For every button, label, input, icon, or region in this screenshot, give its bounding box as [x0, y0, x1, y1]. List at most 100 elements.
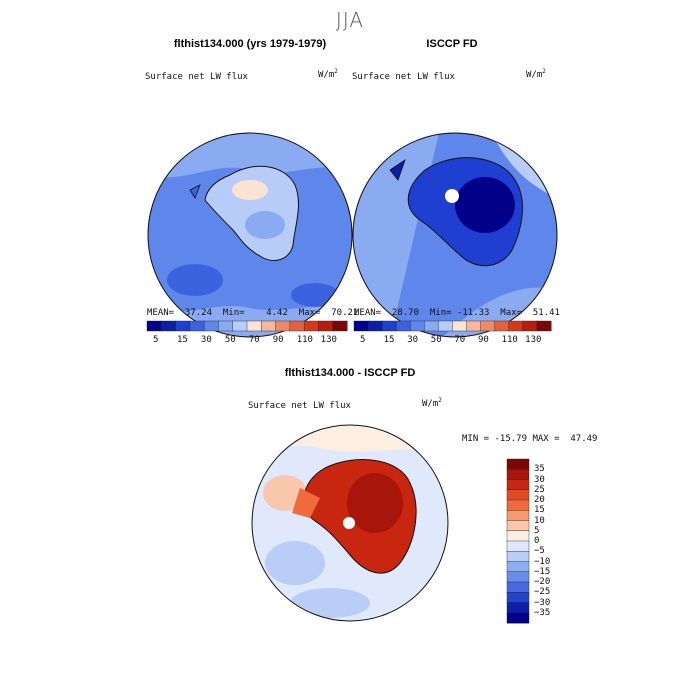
- diff-colorbar-tick-label: 25: [534, 484, 545, 495]
- diff-cool-patch-2: [290, 588, 370, 618]
- diff-colorbar: [506, 458, 530, 624]
- panel-1-colorbar-swatch: [161, 320, 177, 332]
- panel-2-colorbar-tick-label: 15: [383, 335, 395, 345]
- panel-1-colorbar-swatch: [232, 320, 248, 332]
- panel-1-variable-label: Surface net LW flux: [145, 72, 248, 82]
- panel-1-colorbar-tick-label: 90: [272, 335, 284, 345]
- diff-polar-map: [251, 424, 449, 622]
- diff-minmax: MIN = -15.79 MAX = 47.49: [462, 434, 598, 444]
- diff-colorbar-swatch: [506, 479, 530, 491]
- panel-2-colorbar-tick-label: 30: [407, 335, 419, 345]
- panel-1-colorbar-swatch: [261, 320, 277, 332]
- panel-1-colorbar-swatch: [303, 320, 319, 332]
- panel-1-interior: [245, 211, 285, 239]
- panel-1-colorbar-tick-label: 110: [296, 335, 313, 345]
- diff-colorbar-swatch: [506, 520, 530, 532]
- diff-colorbar-swatch: [506, 458, 530, 470]
- panel-2-colorbar-tick-label: 50: [430, 335, 442, 345]
- diff-peninsula-warm: [292, 488, 320, 518]
- diff-colorbar-swatch: [506, 489, 530, 501]
- diff-map-border: [251, 424, 449, 622]
- panel-1-colorbar-swatch: [332, 320, 348, 332]
- panel-2-colorbar-swatch: [522, 320, 538, 332]
- diff-colorbar-swatch: [506, 510, 530, 522]
- diff-colorbar-tick-label: 35: [534, 464, 545, 475]
- panel-1-stats: MEAN= 37.24 Min= 4.42 Max= 70.21: [147, 308, 359, 318]
- panel-1-warm-spot: [232, 180, 268, 200]
- diff-north-band: [252, 425, 448, 453]
- panel-2-colorbar-swatch: [438, 320, 454, 332]
- diff-colorbar-tick-label: −35: [534, 607, 551, 618]
- panel-1-low-patch-2: [291, 283, 339, 307]
- panel-1-colorbar-swatch: [289, 320, 305, 332]
- panel-1-colorbar-swatch: [246, 320, 262, 332]
- diff-variable-label: Surface net LW flux: [248, 401, 351, 411]
- panel-2-colorbar-swatch: [480, 320, 496, 332]
- diff-colorbar-swatch: [506, 499, 530, 511]
- panel-1-colorbar-swatch: [146, 320, 162, 332]
- panel-2-colorbar-swatch: [410, 320, 425, 332]
- diff-units: W/m2: [422, 397, 442, 409]
- diff-colorbar-swatch: [506, 561, 530, 573]
- panel-1-polar-map: [147, 132, 353, 338]
- diff-colorbar-tick-label: −25: [534, 587, 551, 598]
- diff-colorbar-tick-label: 5: [534, 525, 540, 536]
- panel-2-colorbar-tick-label: 130: [525, 335, 542, 345]
- panel-1-colorbar-tick-label: 5: [153, 335, 159, 345]
- diff-colorbar-swatch: [506, 602, 530, 614]
- panel-1-colorbar-swatch: [175, 320, 191, 332]
- diff-colorbar-tick-label: 30: [534, 474, 545, 485]
- diff-colorbar-tick-label: −30: [534, 597, 551, 608]
- panel-2-colorbar-swatch: [367, 320, 383, 332]
- panel-2-colorbar-swatch: [396, 320, 411, 332]
- panel-1-colorbar-swatch: [318, 320, 334, 332]
- panel-2-colorbar-swatch: [466, 320, 482, 332]
- panel-1-colorbar-swatch: [189, 320, 205, 332]
- panel-2-colorbar: [353, 320, 552, 332]
- panel-2-colorbar-tick-label: 90: [477, 335, 489, 345]
- diff-colorbar-swatch: [506, 612, 530, 624]
- diff-cool-patch: [265, 541, 325, 585]
- panel-2-stats: MEAN= 28.70 Min= -11.33 Max= 51.41: [354, 308, 560, 318]
- panel-2-polar-map: [352, 132, 558, 338]
- panel-2-colorbar-tick-label: 5: [360, 335, 366, 345]
- panel-1-low-patch: [167, 264, 223, 296]
- diff-hot-core: [347, 473, 403, 533]
- diff-colorbar-swatch: [506, 551, 530, 563]
- diff-title: flthist134.000 - ISCCP FD: [284, 367, 416, 379]
- panel-2-colorbar-tick-label: 70: [454, 335, 466, 345]
- diff-colorbar-tick-label: −5: [534, 546, 545, 557]
- panel-2-colorbar-swatch: [353, 320, 369, 332]
- diff-pole-hole: [343, 517, 355, 529]
- panel-1-colorbar-tick-label: 30: [200, 335, 212, 345]
- diff-colorbar-tick-label: 20: [534, 495, 545, 505]
- season-title: JJA: [335, 8, 365, 32]
- panel-1-peninsula: [189, 184, 201, 199]
- panel-2-cold-core: [455, 177, 515, 233]
- panel-1-colorbar-tick-label: 70: [248, 335, 260, 345]
- panel-2-colorbar-swatch: [508, 320, 524, 332]
- panel-2-pole-hole: [445, 189, 459, 203]
- diff-colorbar-swatch: [506, 540, 530, 552]
- panel-1-units: W/m2: [318, 68, 338, 80]
- diff-colorbar-swatch: [506, 571, 530, 583]
- panel-1-colorbar: [146, 320, 348, 332]
- panel-2-colorbar-swatch: [494, 320, 510, 332]
- panel-2-colorbar-swatch: [452, 320, 468, 332]
- panel-1-colorbar-tick-label: 130: [320, 335, 337, 345]
- panel-2-colorbar-swatch: [536, 320, 552, 332]
- diff-colorbar-swatch: [506, 592, 530, 604]
- diff-colorbar-swatch: [506, 469, 530, 481]
- panel-2-colorbar-swatch: [424, 320, 439, 332]
- panel-2-variable-label: Surface net LW flux: [352, 72, 455, 82]
- diff-colorbar-tick-label: −10: [534, 556, 551, 567]
- panel-1-title: flthist134.000 (yrs 1979-1979): [173, 38, 327, 50]
- panel-2-peninsula: [389, 159, 406, 181]
- panel-2-colorbar-swatch: [381, 320, 397, 332]
- diff-colorbar-tick-label: −15: [534, 566, 551, 577]
- diff-colorbar-swatch: [506, 530, 530, 542]
- panel-2-colorbar-tick-label: 110: [501, 335, 518, 345]
- panel-2-units: W/m2: [526, 68, 546, 80]
- panel-2-map-border: [352, 132, 558, 338]
- diff-colorbar-swatch: [506, 581, 530, 593]
